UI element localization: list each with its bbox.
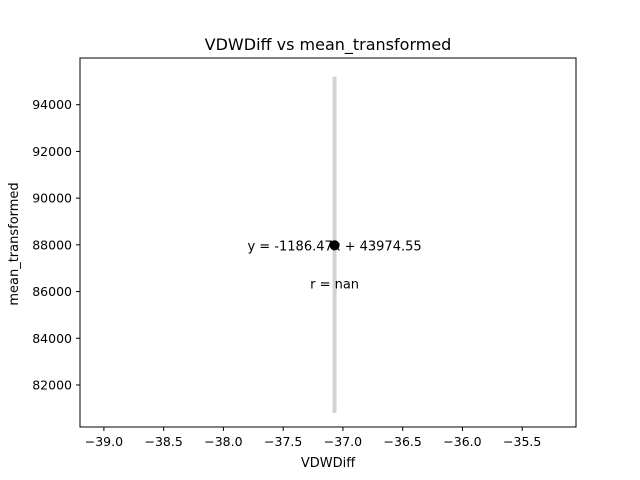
x-tick-label: −35.5 (503, 434, 541, 449)
y-tick-label: 82000 (32, 377, 72, 392)
plot-area: y = -1186.47x + 43974.55 r = nan −39.0 −38.… (32, 57, 577, 449)
y-tick-label: 88000 (32, 237, 72, 252)
y-tick-label: 84000 (32, 331, 72, 346)
data-point (329, 240, 340, 251)
x-tick-label: −36.0 (443, 434, 481, 449)
y-tick-label: 94000 (32, 97, 72, 112)
y-tick-label: 90000 (32, 191, 72, 206)
x-tick-label: −37.0 (324, 434, 362, 449)
x-tick-label: −38.5 (145, 434, 183, 449)
chart-title: VDWDiff vs mean_transformed (205, 35, 452, 55)
x-tick-label: −38.0 (204, 434, 242, 449)
x-tick-label: −39.0 (85, 434, 123, 449)
annotation-0: y = -1186.47x + 43974.55 (247, 239, 421, 254)
y-axis-label: mean_transformed (7, 182, 22, 305)
y-tick-label: 92000 (32, 144, 72, 159)
y-tick-label: 86000 (32, 284, 72, 299)
annotation-1: r = nan (310, 277, 359, 292)
plot-frame (79, 57, 577, 428)
x-tick-label: −37.5 (264, 434, 302, 449)
x-tick-label: −36.5 (384, 434, 422, 449)
x-axis-label: VDWDiff (301, 456, 356, 471)
